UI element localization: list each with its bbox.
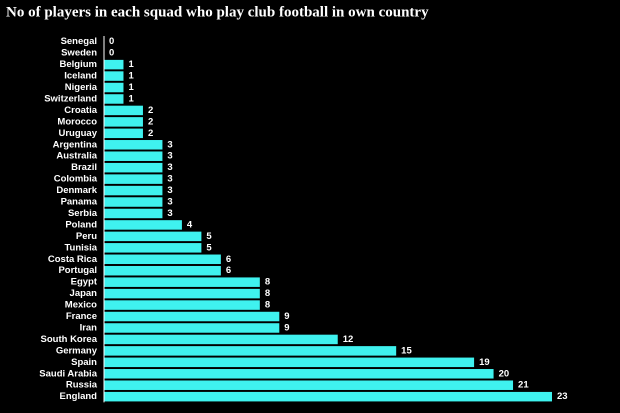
value-label: 5: [206, 242, 212, 253]
category-label: Spain: [71, 357, 97, 368]
bar: [104, 105, 143, 116]
category-label: Panama: [61, 197, 98, 208]
category-label: Saudi Arabia: [39, 368, 97, 379]
value-label: 3: [167, 185, 172, 196]
bar: [104, 197, 163, 207]
value-label: 8: [265, 300, 270, 311]
value-label: 4: [187, 219, 193, 230]
bar: [104, 128, 143, 139]
bar: [104, 311, 280, 322]
bar: [104, 151, 163, 161]
bar: [104, 334, 338, 345]
bar: [104, 220, 182, 230]
category-label: Tunisia: [64, 242, 97, 253]
value-label: 23: [557, 391, 568, 402]
category-label: Uruguay: [58, 128, 97, 139]
category-label: Nigeria: [65, 82, 98, 93]
value-label: 3: [167, 208, 172, 219]
value-label: 3: [167, 174, 172, 185]
category-label: Sweden: [61, 48, 97, 59]
bar: [104, 323, 280, 333]
category-label: England: [60, 391, 98, 402]
bar: [104, 82, 124, 93]
bar: [104, 300, 260, 310]
bar: [104, 140, 163, 150]
value-label: 9: [284, 322, 289, 333]
category-label: Argentina: [53, 139, 98, 150]
value-label: 8: [265, 277, 270, 288]
value-label: 15: [401, 345, 412, 356]
category-label: Russia: [66, 380, 98, 391]
value-label: 3: [167, 151, 172, 162]
category-label: Germany: [56, 345, 98, 356]
category-label: Senegal: [61, 36, 97, 47]
value-label: 21: [518, 380, 529, 391]
bar: [104, 243, 202, 253]
category-label: Iceland: [64, 71, 97, 82]
bar: [104, 391, 552, 402]
value-label: 8: [265, 288, 270, 299]
value-label: 3: [167, 197, 172, 208]
value-label: 12: [343, 334, 354, 345]
category-label: France: [66, 311, 97, 322]
bar: [104, 71, 124, 81]
value-label: 3: [167, 139, 172, 150]
bar: [104, 369, 494, 379]
bar: [104, 94, 124, 104]
value-label: 20: [499, 368, 510, 379]
bar: [104, 208, 163, 219]
category-label: Iran: [80, 322, 98, 333]
category-label: Australia: [56, 151, 97, 162]
category-label: Brazil: [71, 162, 97, 173]
value-label: 1: [128, 59, 134, 70]
value-label: 0: [109, 36, 114, 47]
category-label: Costa Rica: [48, 254, 98, 265]
value-label: 9: [284, 311, 289, 322]
bar: [104, 162, 163, 173]
category-label: Belgium: [60, 59, 97, 70]
value-label: 5: [206, 231, 212, 242]
value-label: 0: [109, 48, 114, 59]
category-label: Japan: [70, 288, 98, 299]
bar: [104, 59, 124, 70]
category-label: Colombia: [54, 174, 98, 185]
chart-title: No of players in each squad who play clu…: [6, 4, 429, 20]
bar: [104, 185, 163, 196]
bar: [104, 117, 143, 127]
value-label: 6: [226, 265, 231, 276]
category-label: Egypt: [71, 277, 98, 288]
category-label: Portugal: [58, 265, 97, 276]
category-label: Croatia: [64, 105, 97, 116]
value-label: 19: [479, 357, 490, 368]
bar: [104, 380, 514, 390]
value-label: 3: [167, 162, 172, 173]
category-label: South Korea: [41, 334, 98, 345]
category-label: Morocco: [57, 116, 97, 127]
category-label: Serbia: [68, 208, 98, 219]
bar: [104, 254, 221, 265]
category-label: Poland: [65, 219, 97, 230]
value-label: 1: [128, 93, 134, 104]
category-label: Mexico: [65, 300, 97, 311]
category-label: Denmark: [56, 185, 97, 196]
bar: [104, 277, 260, 287]
value-label: 1: [128, 82, 134, 93]
bar: [104, 265, 221, 276]
category-label: Switzerland: [44, 93, 97, 104]
bar: [104, 357, 475, 368]
bar: [104, 346, 397, 356]
value-label: 2: [148, 128, 153, 139]
bar: [104, 231, 202, 242]
value-label: 6: [226, 254, 231, 265]
bar: [104, 288, 260, 299]
value-label: 1: [128, 71, 134, 82]
value-label: 2: [148, 116, 153, 127]
value-label: 2: [148, 105, 153, 116]
category-label: Peru: [76, 231, 97, 242]
bar: [104, 174, 163, 184]
